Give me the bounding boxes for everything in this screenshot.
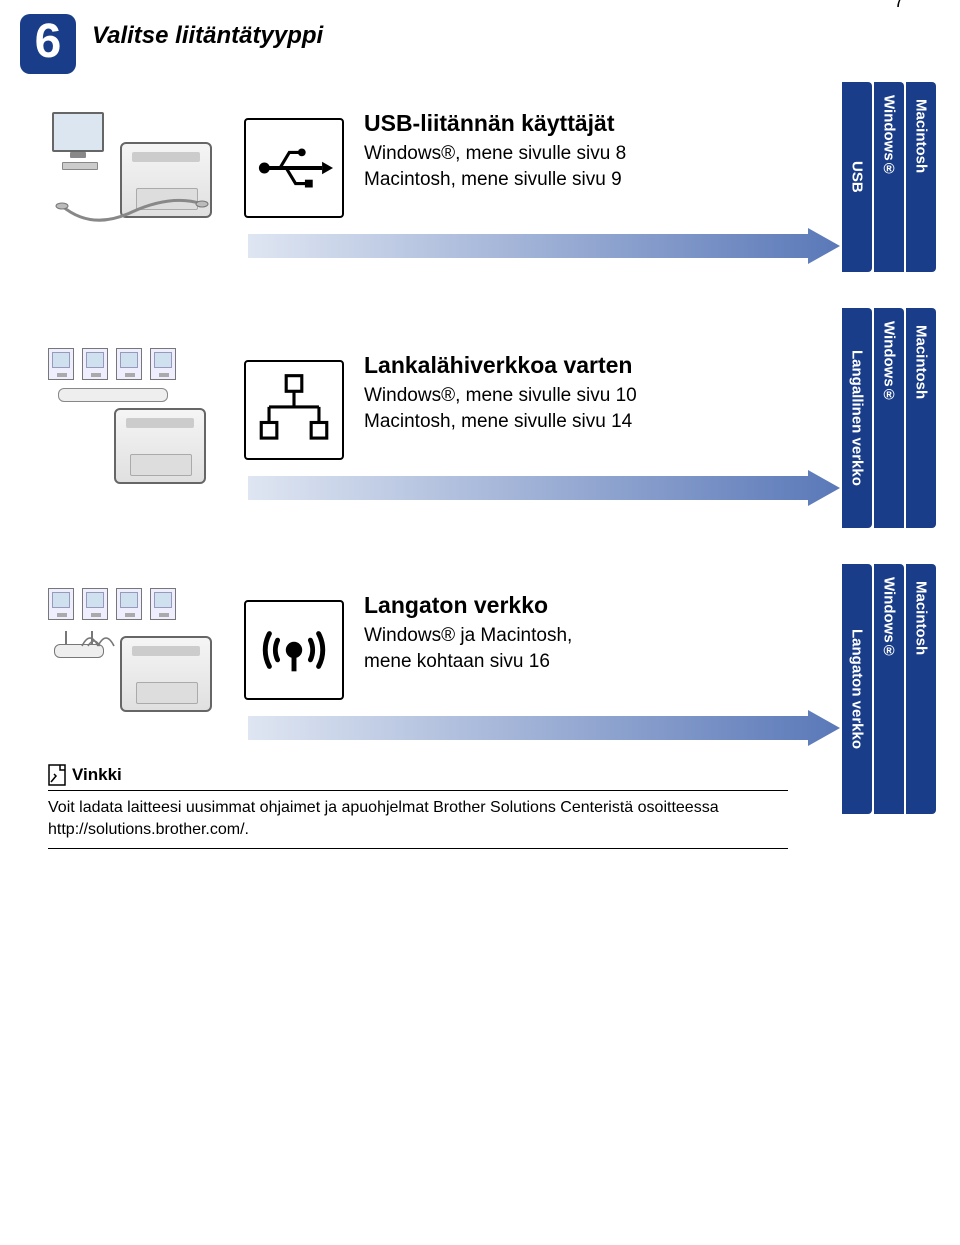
wired-text-block: Lankalähiverkkoa varten Windows®, mene s…: [364, 352, 824, 434]
wireless-line1: Windows® ja Macintosh,: [364, 623, 824, 649]
note-icon: [48, 764, 66, 786]
tab-wired-windows[interactable]: Windows®: [874, 308, 904, 416]
usb-text-block: USB-liitännän käyttäjät Windows®, mene s…: [364, 110, 824, 192]
tab-usb-mac[interactable]: Macintosh: [906, 82, 936, 190]
usb-line1: Windows®, mene sivulle sivu 8: [364, 141, 824, 167]
wireless-arrow: [248, 710, 840, 746]
tab-wireless-inner[interactable]: Langaton verkko: [842, 564, 872, 814]
note-text: Voit ladata laitteesi uusimmat ohjaimet …: [48, 797, 788, 840]
illustration-usb: [48, 106, 228, 256]
tab-wireless-mac[interactable]: Macintosh: [906, 564, 936, 672]
section-wired: Lankalähiverkkoa varten Windows®, mene s…: [48, 340, 788, 530]
note-label-text: Vinkki: [72, 765, 122, 785]
note-body: Voit ladata laitteesi uusimmat ohjaimet …: [48, 799, 719, 816]
illustration-wired: [48, 348, 228, 498]
tab-usb-windows[interactable]: Windows®: [874, 82, 904, 190]
section-wireless: Langaton verkko Windows® ja Macintosh, m…: [48, 580, 788, 770]
ethernet-symbol-icon: [244, 360, 344, 460]
wireless-text-block: Langaton verkko Windows® ja Macintosh, m…: [364, 592, 824, 674]
note-divider-bottom: [48, 848, 788, 849]
page-title: Valitse liitäntätyyppi: [92, 22, 323, 50]
step-number-badge: 6: [20, 14, 76, 74]
usb-arrow: [248, 228, 840, 264]
tab-wired-mac[interactable]: Macintosh: [906, 308, 936, 416]
wireless-line2: mene kohtaan sivu 16: [364, 649, 824, 675]
wired-title: Lankalähiverkkoa varten: [364, 352, 824, 379]
usb-title: USB-liitännän käyttäjät: [364, 110, 824, 137]
wireless-title: Langaton verkko: [364, 592, 824, 619]
note-suffix: .: [245, 821, 249, 838]
tab-wireless-windows[interactable]: Windows®: [874, 564, 904, 672]
note-divider: [48, 790, 788, 791]
note-box: Vinkki Voit ladata laitteesi uusimmat oh…: [48, 764, 788, 855]
note-link[interactable]: http://solutions.brother.com/: [48, 821, 245, 838]
tab-usb-inner[interactable]: USB: [842, 82, 872, 272]
usb-line2: Macintosh, mene sivulle sivu 9: [364, 167, 824, 193]
page-root: 6 Valitse liitäntätyyppi: [0, 0, 960, 40]
page-number: 7: [894, 0, 904, 12]
wired-arrow: [248, 470, 840, 506]
note-label: Vinkki: [48, 764, 788, 786]
section-usb: USB-liitännän käyttäjät Windows®, mene s…: [48, 98, 788, 288]
tab-wired-inner[interactable]: Langallinen verkko: [842, 308, 872, 528]
wireless-symbol-icon: [244, 600, 344, 700]
wired-line2: Macintosh, mene sivulle sivu 14: [364, 409, 824, 435]
usb-symbol-icon: [244, 118, 344, 218]
illustration-wireless: [48, 588, 228, 738]
usb-cable-icon: [52, 176, 212, 236]
wired-line1: Windows®, mene sivulle sivu 10: [364, 383, 824, 409]
